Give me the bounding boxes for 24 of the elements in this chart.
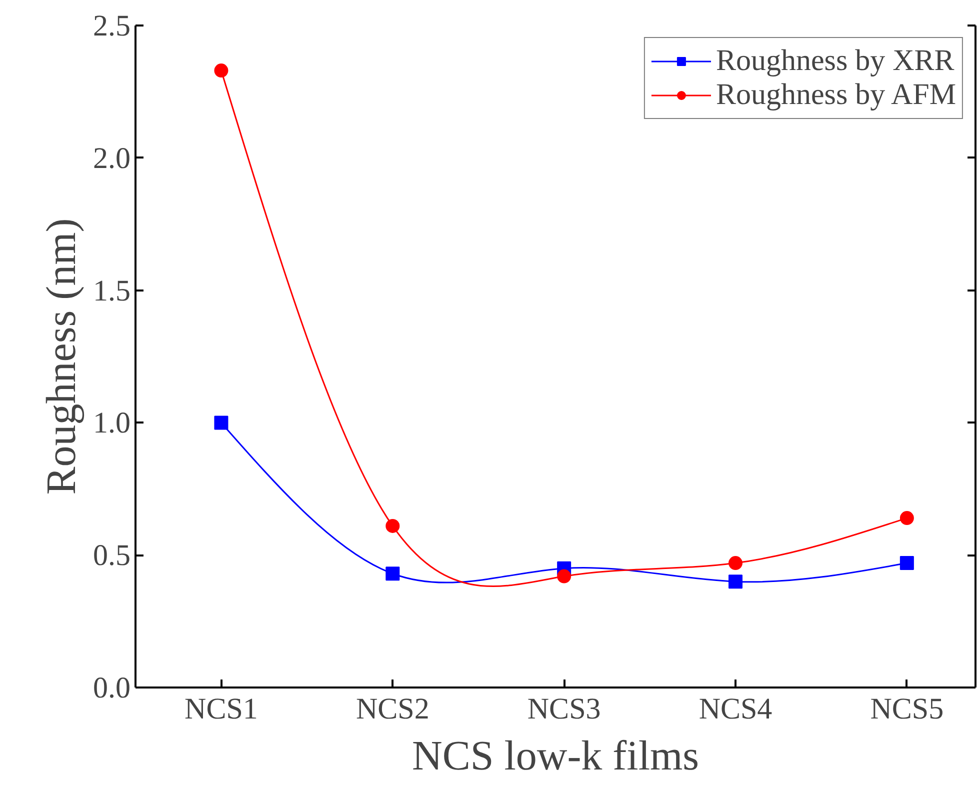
x-tick-label: NCS3 xyxy=(527,692,601,726)
y-axis-title: Roughness (nm) xyxy=(39,218,85,495)
y-tick-label: 1.0 xyxy=(93,406,130,440)
y-tick-label: 0.5 xyxy=(93,539,130,572)
point xyxy=(728,556,742,570)
point xyxy=(557,569,572,584)
x-tick-label: NCS1 xyxy=(184,692,258,726)
point xyxy=(214,416,228,430)
point xyxy=(728,574,742,589)
x-axis-title: NCS low-k films xyxy=(412,734,700,780)
point xyxy=(386,566,400,581)
x-tick-label: NCS4 xyxy=(698,692,772,726)
legend-label: Roughness by XRR xyxy=(716,44,954,78)
legend-label: Roughness by AFM xyxy=(716,78,956,112)
point xyxy=(214,64,228,78)
y-tick-label: 0.0 xyxy=(93,672,130,704)
x-tick-label: NCS2 xyxy=(356,692,430,726)
y-tick-label: 2.5 xyxy=(93,10,130,42)
point xyxy=(386,518,400,533)
point xyxy=(900,511,914,526)
point xyxy=(900,556,914,570)
x-tick-label: NCS5 xyxy=(870,692,944,726)
y-tick-label: 1.5 xyxy=(93,274,130,308)
y-tick-label: 2.0 xyxy=(93,142,130,175)
